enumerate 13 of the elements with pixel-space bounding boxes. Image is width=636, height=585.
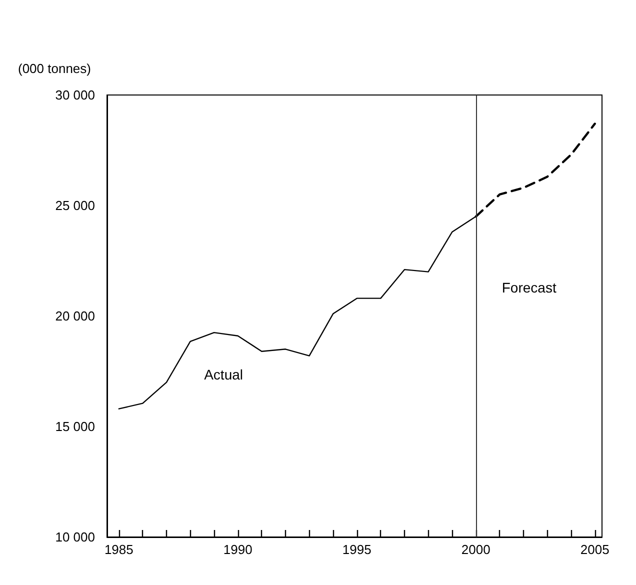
y-tick-label: 25 000 (55, 198, 95, 213)
ref-line-label: Forecast (502, 280, 556, 296)
x-tick-label: 1990 (223, 542, 252, 557)
x-tick-label: 1995 (342, 542, 372, 557)
y-tick-label: 15 000 (55, 419, 95, 434)
y-tick-label: 20 000 (55, 308, 95, 324)
x-tick-label: 1985 (104, 542, 134, 557)
y-tick-label: 10 000 (55, 530, 95, 544)
series-label: Actual (204, 366, 244, 383)
y-axis-title: (000 tonnes) (18, 61, 91, 76)
y-tick-label: 30 000 (55, 88, 95, 102)
x-tick-label: 2000 (461, 542, 490, 557)
x-tick-label: 2005 (580, 542, 610, 557)
